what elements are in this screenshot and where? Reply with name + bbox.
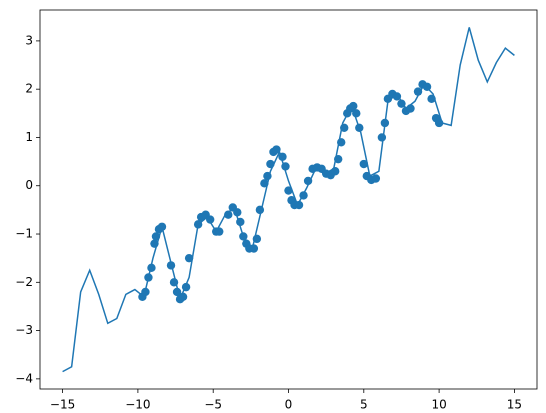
scatter-point <box>181 282 191 292</box>
y-tick-label: 1 <box>25 130 33 144</box>
scatter-point <box>352 109 361 118</box>
scatter-point <box>299 191 308 200</box>
scatter-point <box>397 99 406 108</box>
scatter-point <box>178 292 188 301</box>
scatter-point <box>193 220 203 229</box>
scatter-point <box>340 123 349 133</box>
scatter-point <box>266 159 275 169</box>
x-tick-label: −15 <box>50 398 75 412</box>
scatter-point <box>249 244 259 253</box>
scatter-point <box>294 200 304 210</box>
scatter-point <box>233 208 242 217</box>
scatter-point <box>377 133 387 142</box>
y-tick-label: −3 <box>15 323 33 337</box>
y-tick-label: 3 <box>25 33 33 47</box>
y-tick-label: −2 <box>15 275 33 289</box>
scatter-point <box>406 104 415 113</box>
scatter-point <box>355 123 364 133</box>
scatter-point <box>392 92 402 101</box>
scatter-point <box>224 210 233 219</box>
scatter-point <box>380 118 390 128</box>
scatter-point <box>337 138 346 147</box>
scatter-point <box>284 186 293 195</box>
y-tick-label: 0 <box>25 178 33 192</box>
scatter-point <box>151 232 161 241</box>
x-tick-label: 5 <box>360 398 368 412</box>
y-tick-label: −1 <box>15 227 33 241</box>
scatter-point <box>260 179 269 188</box>
scatter-point <box>330 167 340 176</box>
y-tick-label: −4 <box>15 371 33 385</box>
data-line <box>62 27 515 373</box>
scatter-point <box>422 82 432 91</box>
x-tick-label: 10 <box>431 398 446 412</box>
scatter-point <box>281 162 290 171</box>
scatter-point <box>255 205 265 215</box>
scatter-point <box>150 239 159 248</box>
scatter-point <box>172 287 182 297</box>
scatter-point <box>303 176 313 186</box>
y-tick-label: 2 <box>25 82 33 96</box>
scatter-point <box>169 278 179 287</box>
scatter-point <box>413 87 423 96</box>
scatter-point <box>141 287 150 297</box>
scatter-point <box>215 227 224 236</box>
scatter-point <box>147 263 156 273</box>
scatter-point <box>434 118 444 128</box>
scatter-point <box>272 145 281 154</box>
scatter-point <box>334 154 343 164</box>
scatter-point <box>427 94 436 104</box>
scatter-point <box>236 217 245 227</box>
x-tick-label: 0 <box>285 398 293 412</box>
scatter-point <box>144 273 153 282</box>
scatter-point <box>263 171 272 181</box>
scatter-point <box>157 222 167 231</box>
scatter-point <box>205 215 215 224</box>
scatter-point <box>349 101 358 111</box>
scatter-point <box>184 253 194 263</box>
scatter-point <box>239 232 248 241</box>
scatter-point <box>359 159 369 169</box>
scatter-point <box>278 152 287 161</box>
x-tick-label: −10 <box>125 398 150 412</box>
x-tick-label: −5 <box>204 398 222 412</box>
scatter-point <box>252 234 262 244</box>
x-tick-label: 15 <box>507 398 522 412</box>
scatter-point <box>371 174 381 183</box>
scatter-point <box>166 261 176 270</box>
